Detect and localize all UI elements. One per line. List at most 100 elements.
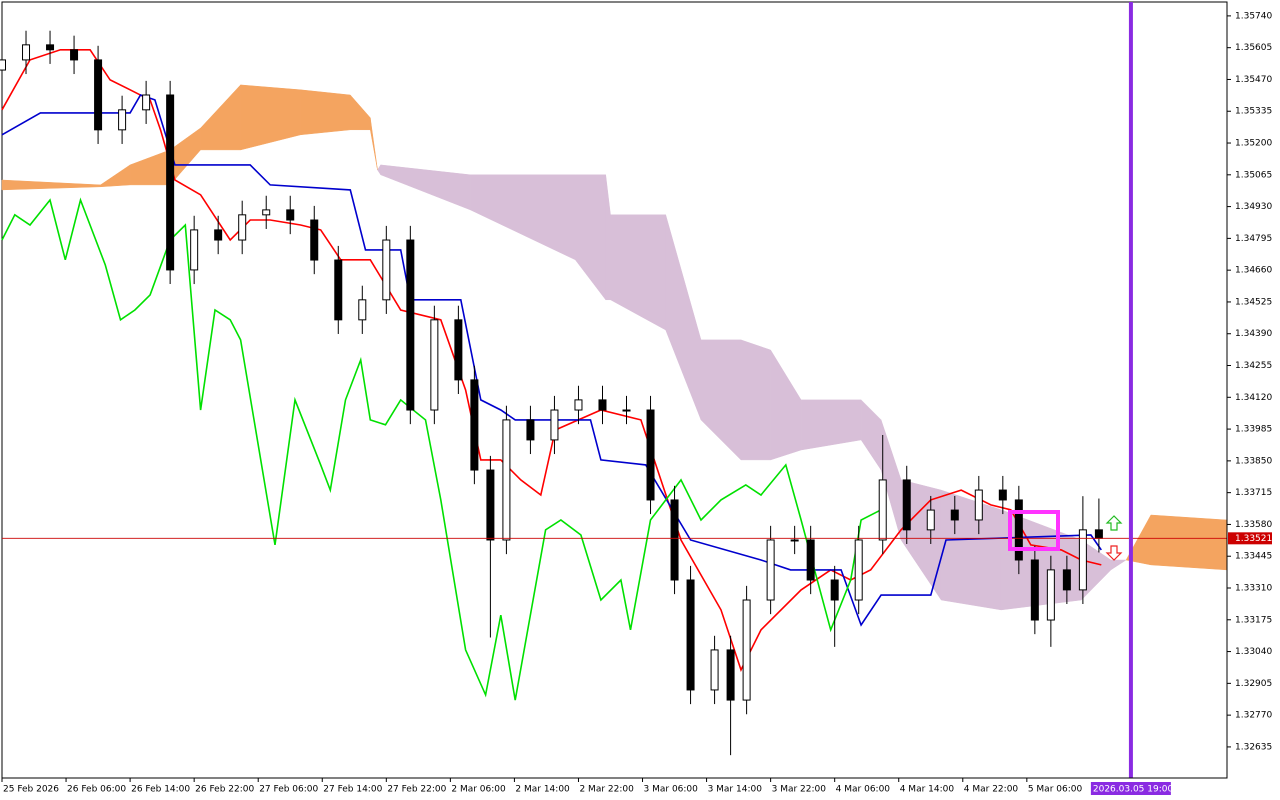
y-tick-label: 1.35335 [1235, 107, 1272, 117]
cloud-segment [1110, 559, 1127, 571]
candle-body [710, 649, 719, 691]
x-tick-label: 4 Mar 22:00 [964, 785, 1019, 795]
candle-body [790, 539, 799, 542]
y-tick-label: 1.34660 [1235, 266, 1272, 276]
candle-body [622, 409, 631, 412]
candle-body [998, 489, 1007, 501]
candle-body [214, 229, 223, 241]
y-tick-label: 1.35740 [1235, 11, 1272, 21]
x-tick-label: 4 Mar 06:00 [836, 785, 891, 795]
y-tick-label: 1.34930 [1235, 202, 1272, 212]
candle-body [742, 599, 751, 701]
candle-body [878, 479, 887, 541]
y-tick-label: 1.33310 [1235, 584, 1272, 594]
cloud-segment [300, 89, 351, 136]
candle-body [1094, 529, 1103, 539]
y-tick-label: 1.33715 [1235, 488, 1272, 498]
candle-body [406, 239, 415, 411]
x-tick-label: 3 Mar 14:00 [708, 785, 763, 795]
candle-body [574, 399, 583, 411]
cloud-segment [740, 339, 771, 461]
cloud-layer [1, 84, 1228, 611]
candle-body [1030, 559, 1039, 621]
y-tick-label: 1.34255 [1235, 361, 1272, 371]
candle-body [382, 239, 391, 301]
candle-body [0, 59, 6, 71]
cloud-segment [940, 489, 1002, 611]
y-tick-label: 1.33580 [1235, 520, 1272, 530]
cloud-segment [370, 117, 378, 170]
candle-body [70, 49, 79, 61]
candle-body [902, 479, 911, 531]
candle-body [262, 209, 271, 216]
candle-body [726, 649, 735, 701]
y-tick-label: 1.35200 [1235, 139, 1272, 149]
y-tick-label: 1.35065 [1235, 170, 1272, 180]
plot-frame [1, 1, 1228, 779]
y-tick-label: 1.32770 [1235, 711, 1272, 721]
candle-body [550, 409, 559, 441]
x-tick-label: 27 Feb 22:00 [387, 785, 446, 795]
price-label: 1.33521 [1235, 534, 1272, 544]
y-tick-label: 1.33445 [1235, 552, 1272, 562]
price-label-bg [1228, 532, 1272, 545]
x-tick-label: 27 Feb 14:00 [323, 785, 382, 795]
candle-body [286, 209, 295, 221]
candle-body [1014, 499, 1023, 561]
candle-body [190, 229, 199, 271]
x-tick-label: 26 Feb 22:00 [195, 785, 254, 795]
y-tick-label: 1.33040 [1235, 647, 1272, 657]
candle-body [94, 59, 103, 131]
candle-body [430, 319, 439, 411]
x-tick-label: 5 Mar 06:00 [1028, 785, 1083, 795]
candle-body [502, 419, 511, 541]
candles-layer [0, 30, 1103, 756]
candle-body [646, 409, 655, 501]
candle-body [598, 399, 607, 411]
candle-body [974, 489, 983, 521]
candle-body [22, 44, 31, 61]
candle-body [926, 509, 935, 531]
y-tick-label: 1.33850 [1235, 456, 1272, 466]
candle-body [334, 259, 343, 321]
highlight-box [1008, 510, 1060, 551]
x-tick-label: 2 Mar 22:00 [579, 785, 634, 795]
y-tick-label: 1.34120 [1235, 393, 1272, 403]
y-tick-label: 1.34795 [1235, 234, 1272, 244]
candle-body [486, 469, 495, 541]
candle-body [470, 379, 479, 471]
candle-body [854, 539, 863, 601]
candle-body [1062, 569, 1071, 591]
candle-body [46, 44, 55, 51]
candle-body [1046, 569, 1055, 621]
x-tick-label: 3 Mar 06:00 [644, 785, 699, 795]
x-tick-label: 25 Feb 2026 [3, 785, 59, 795]
overlay-layer [2, 2, 1227, 778]
candle-body [1078, 529, 1087, 591]
candle-body [238, 214, 247, 241]
x-tick-label: 26 Feb 14:00 [131, 785, 190, 795]
y-tick-label: 1.35470 [1235, 75, 1272, 85]
x-tick-label: 2 Mar 06:00 [451, 785, 506, 795]
candle-body [766, 539, 775, 601]
x-tick-label: 26 Feb 06:00 [67, 785, 126, 795]
cursor-label-bg [1090, 782, 1171, 795]
y-tick-label: 1.33985 [1235, 425, 1272, 435]
candle-body [118, 109, 127, 131]
x-tick-label: 2 Mar 14:00 [515, 785, 570, 795]
y-tick-label: 1.32905 [1235, 679, 1272, 689]
price-axis-bg [1228, 0, 1280, 800]
y-tick-label: 1.34390 [1235, 329, 1272, 339]
cursor-label: 2026.03.05 19:00 [1093, 785, 1174, 795]
candle-body [950, 509, 959, 521]
x-tick-label: 4 Mar 14:00 [900, 785, 955, 795]
candle-body [670, 499, 679, 581]
candle-body [142, 94, 151, 111]
candle-body [310, 219, 319, 261]
candle-body [830, 579, 839, 601]
y-tick-label: 1.34525 [1235, 297, 1272, 307]
x-tick-label: 27 Feb 06:00 [259, 785, 318, 795]
